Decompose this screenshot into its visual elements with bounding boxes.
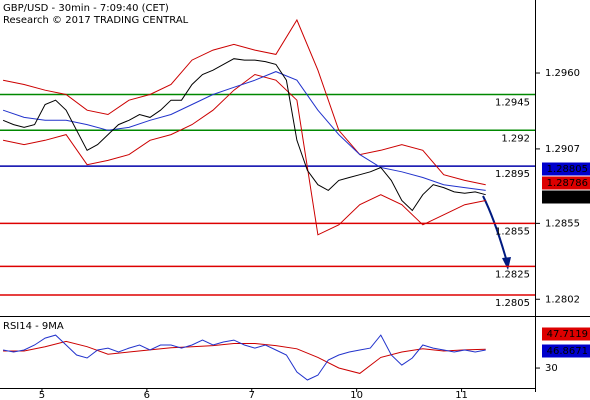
level-label: 1.2855 <box>495 226 530 237</box>
series-line <box>2 18 486 186</box>
series-line <box>3 340 486 374</box>
y-tick-label: 1.2960 <box>545 68 580 79</box>
chart-title: GBP/USD - 30min - 7:09:40 (CET) <box>3 3 169 14</box>
price-tag-label: 1.2877 <box>553 192 588 203</box>
x-tick-label: 11 <box>455 390 468 400</box>
level-label: 1.2895 <box>495 169 530 180</box>
rsi-title: RSI14 - 9MA <box>3 321 64 332</box>
level-label: 1.2945 <box>495 98 530 109</box>
price-tag-label: 1.28805 <box>547 164 588 175</box>
y-tick-label: 1.2802 <box>545 294 580 305</box>
y-tick-label: 1.2855 <box>545 218 580 229</box>
series-line <box>2 73 486 236</box>
x-tick-label: 10 <box>350 390 363 400</box>
price-tag-label: 47.7119 <box>547 329 588 340</box>
price-tag <box>542 162 590 176</box>
x-tick-label: 6 <box>144 390 150 400</box>
level-label: 1.292 <box>501 133 530 144</box>
series-line <box>2 71 486 191</box>
price-tag <box>542 344 590 358</box>
chart-subtitle: Research © 2017 TRADING CENTRAL <box>3 15 189 26</box>
price-tag-label: 1.28786 <box>547 178 588 189</box>
y-tick-label: 1.2907 <box>545 144 580 155</box>
level-label: 1.2825 <box>495 269 530 280</box>
price-tag <box>542 176 590 190</box>
x-tick-label: 5 <box>39 390 45 400</box>
x-tick-label: 7 <box>249 390 255 400</box>
y-tick-label: 30 <box>545 363 558 374</box>
price-tag-label: 46.8671 <box>547 346 588 357</box>
price-tag <box>542 327 590 341</box>
series-line <box>3 334 486 381</box>
level-label: 1.2805 <box>495 298 530 309</box>
series-line <box>2 58 486 212</box>
price-tag <box>542 190 590 204</box>
